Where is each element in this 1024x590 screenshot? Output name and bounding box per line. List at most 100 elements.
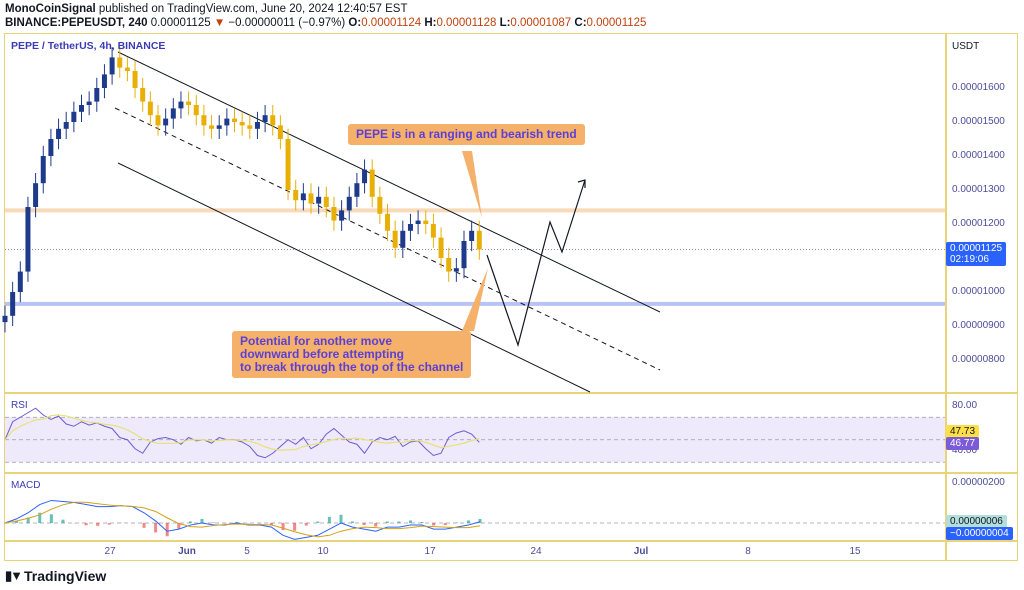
candle bbox=[155, 115, 161, 126]
macd-histogram-bar bbox=[15, 520, 19, 523]
candle bbox=[316, 196, 322, 204]
candle bbox=[25, 207, 31, 272]
annotation-pointer bbox=[462, 268, 488, 331]
candle bbox=[277, 125, 283, 139]
candle bbox=[193, 105, 199, 116]
candle bbox=[201, 115, 207, 126]
rsi-ma-line bbox=[4, 414, 480, 451]
publish-date: published on TradingView.com, June 20, 2… bbox=[95, 3, 408, 15]
tradingview-logo-icon: ▮▼ bbox=[5, 568, 23, 583]
candle bbox=[63, 122, 69, 129]
candle bbox=[476, 230, 482, 250]
chart-title: PEPE / TetherUS, 4h, BINANCE bbox=[11, 40, 166, 52]
macd-histogram-bar bbox=[200, 518, 204, 523]
pane-divider[interactable] bbox=[4, 392, 1018, 394]
signal-value-tag: −0.00000004 bbox=[946, 527, 1013, 540]
candle bbox=[170, 108, 176, 119]
macd-line bbox=[4, 499, 481, 540]
bar-countdown: 02:19:06 bbox=[950, 254, 989, 265]
open: 0.00001124 bbox=[361, 17, 422, 29]
macd-histogram-bar bbox=[327, 516, 331, 523]
annotation-bottom[interactable]: Potential for another move downward befo… bbox=[232, 331, 472, 378]
macd-histogram-bar bbox=[478, 519, 482, 523]
time-axis-label: 10 bbox=[317, 546, 329, 557]
macd-histogram-bar bbox=[455, 522, 459, 523]
candle bbox=[377, 196, 383, 214]
candle bbox=[17, 271, 23, 292]
price-axis-label: 0.00001500 bbox=[952, 116, 1005, 127]
rsi-value-tag: 47.73 bbox=[946, 425, 980, 438]
macd-histogram-bar bbox=[269, 523, 273, 526]
candle bbox=[331, 207, 337, 221]
macd-histogram-bar bbox=[142, 523, 146, 528]
macd-histogram-bar bbox=[281, 523, 285, 531]
candle bbox=[101, 74, 107, 88]
macd-histogram-bar bbox=[49, 514, 53, 523]
candle bbox=[163, 118, 169, 126]
candle bbox=[209, 125, 215, 129]
candle bbox=[438, 237, 444, 258]
candle bbox=[56, 128, 62, 139]
time-axis-label: 8 bbox=[745, 546, 751, 557]
candle bbox=[407, 224, 413, 231]
macd-histogram-bar bbox=[466, 520, 470, 523]
macd-histogram-bar bbox=[84, 523, 88, 526]
annotation-line: downward before attempting bbox=[240, 347, 405, 361]
macd-histogram-bar bbox=[443, 523, 447, 526]
candle bbox=[339, 210, 345, 221]
macd-histogram-bar bbox=[96, 523, 100, 526]
macd-histogram-bar bbox=[362, 523, 366, 526]
candle bbox=[453, 268, 459, 272]
macd-histogram-bar bbox=[188, 521, 192, 523]
current-price: 0.00001125 bbox=[950, 243, 1003, 254]
macd-histogram-bar bbox=[385, 521, 389, 523]
tradingview-logo[interactable]: ▮▼ TradingView bbox=[5, 568, 106, 584]
candle bbox=[262, 115, 268, 122]
rsi-label[interactable]: RSI bbox=[11, 400, 28, 411]
price-axis-label: 0.00000800 bbox=[952, 354, 1005, 365]
time-axis-label: 5 bbox=[244, 546, 250, 557]
time-axis-label: Jul bbox=[633, 546, 649, 557]
annotation-top[interactable]: PEPE is in a ranging and bearish trend bbox=[348, 124, 585, 145]
price-axis-label: 0.00001600 bbox=[952, 82, 1005, 93]
candle bbox=[415, 220, 421, 224]
h-label: H: bbox=[424, 17, 437, 29]
rsi-axis-label: 80.00 bbox=[952, 400, 978, 411]
macd-histogram-bar bbox=[165, 523, 169, 537]
down-arrow-icon: ▼ bbox=[213, 17, 226, 29]
macd-histogram-bar bbox=[408, 520, 412, 523]
macd-histogram-bar bbox=[3, 523, 7, 524]
currency-label[interactable]: USDT bbox=[952, 41, 980, 52]
time-axis-label: Jun bbox=[178, 546, 196, 557]
macd-histogram-bar bbox=[374, 523, 378, 527]
candle bbox=[186, 101, 192, 105]
candle bbox=[71, 111, 77, 122]
arrow-head-icon bbox=[577, 179, 586, 188]
time-axis-label: 17 bbox=[424, 546, 436, 557]
price-axis-divider bbox=[945, 33, 947, 561]
macd-label[interactable]: MACD bbox=[11, 480, 41, 491]
price-axis-label: 0.00000900 bbox=[952, 320, 1005, 331]
time-axis-label: 27 bbox=[104, 546, 116, 557]
rsi-ma-tag: 46.77 bbox=[946, 437, 980, 450]
candle bbox=[293, 190, 299, 201]
resistance-band bbox=[5, 208, 945, 213]
macd-value-tag: 0.00000006 bbox=[946, 515, 1007, 528]
last-price: 0.00001125 bbox=[150, 17, 211, 29]
candle bbox=[385, 213, 390, 231]
l-label: L: bbox=[499, 17, 511, 29]
author[interactable]: MonoCoinSignal bbox=[5, 3, 96, 15]
candle bbox=[140, 88, 146, 102]
pane-divider[interactable] bbox=[4, 472, 1018, 474]
macd-histogram-bar bbox=[154, 523, 158, 533]
low: 0.00001087 bbox=[510, 17, 572, 29]
macd-histogram-bar bbox=[177, 523, 181, 529]
candle bbox=[232, 118, 237, 122]
macd-histogram-bar bbox=[339, 514, 343, 523]
candle bbox=[33, 183, 39, 207]
candle bbox=[124, 67, 130, 71]
close: 0.00001125 bbox=[586, 17, 647, 29]
candle bbox=[109, 57, 115, 75]
macd-histogram-bar bbox=[304, 523, 308, 526]
